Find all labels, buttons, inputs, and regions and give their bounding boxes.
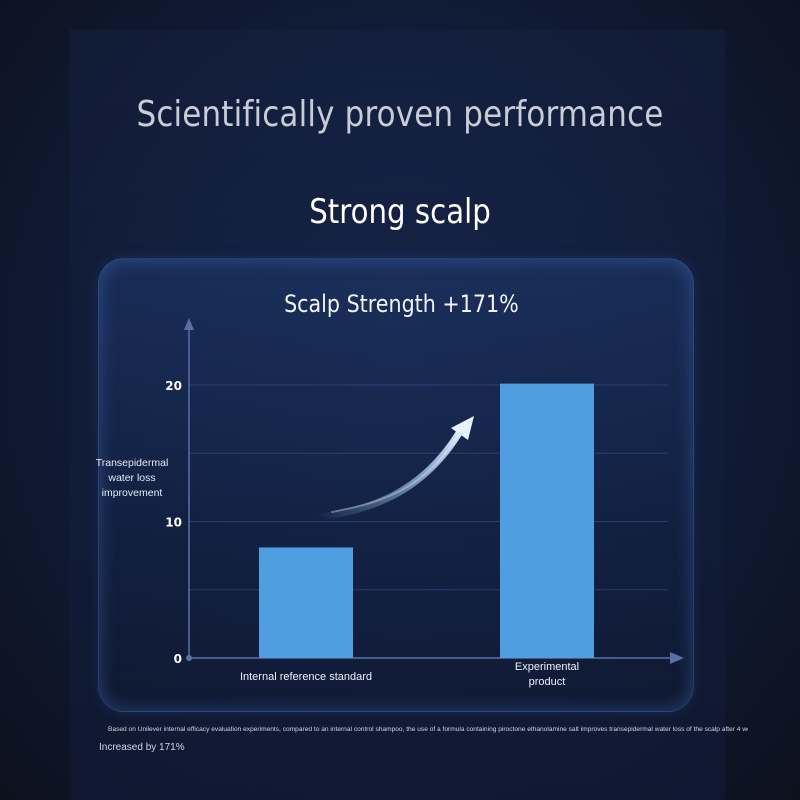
- page-title: Scientifically proven performance: [136, 94, 664, 135]
- y-tick-label: 0: [174, 652, 182, 666]
- y-tick-label: 20: [165, 379, 182, 393]
- trend-arrow-stroke: [314, 424, 466, 522]
- bar: [259, 547, 353, 658]
- y-tick-label: 10: [165, 516, 182, 530]
- y-axis-arrowhead: [184, 318, 194, 330]
- x-axis-arrowhead: [670, 652, 684, 664]
- x-category-label: Internal reference standard: [240, 671, 372, 683]
- footnote-summary: Increased by 171%: [99, 742, 185, 753]
- y-axis-label: Transepidermal water loss improvement: [95, 457, 169, 499]
- x-category-label: Experimental product: [515, 661, 579, 688]
- axis-labels: 0 10 20 Internal reference standard Experime…: [165, 379, 579, 688]
- trend-arrow-head: [451, 416, 474, 440]
- bars: [259, 383, 594, 658]
- bar: [500, 383, 594, 658]
- page-subtitle: Strong scalp: [309, 192, 491, 232]
- trend-arrow: [314, 416, 474, 522]
- chart-card: [98, 258, 694, 712]
- axis-origin-dot: [186, 655, 192, 661]
- footnote: Based on Unilever internal efficacy eval…: [108, 726, 748, 733]
- trend-arrow-stroke-highlight: [331, 427, 463, 513]
- chart-title: Scalp Strength +171%: [284, 290, 519, 318]
